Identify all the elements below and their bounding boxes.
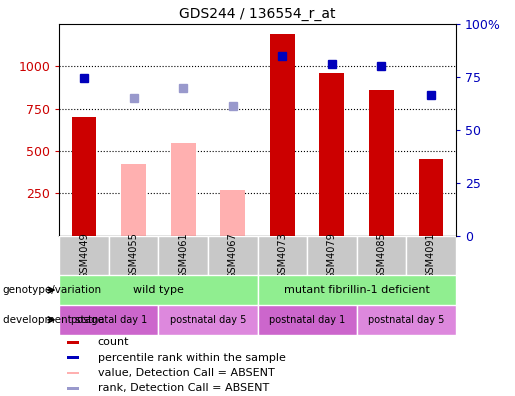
Bar (67, 372, 79, 374)
Bar (159, 236, 208, 275)
Title: GDS244 / 136554_r_at: GDS244 / 136554_r_at (179, 8, 336, 21)
Bar (67, 356, 79, 359)
Text: GSM4067: GSM4067 (228, 232, 238, 279)
Text: GSM4085: GSM4085 (376, 232, 386, 279)
Text: postnatal day 5: postnatal day 5 (368, 315, 444, 325)
Bar (258, 236, 307, 275)
Bar (67, 387, 79, 390)
Text: development stage: development stage (3, 315, 104, 325)
Text: mutant fibrillin-1 deficient: mutant fibrillin-1 deficient (284, 285, 430, 295)
Bar (369, 90, 394, 236)
Bar (171, 143, 196, 236)
Bar (356, 236, 406, 275)
Bar (208, 236, 258, 275)
Bar (158, 305, 258, 335)
Text: GSM4061: GSM4061 (178, 232, 188, 279)
Bar (406, 236, 456, 275)
Text: GSM4073: GSM4073 (277, 232, 287, 279)
Text: value, Detection Call = ABSENT: value, Detection Call = ABSENT (98, 368, 274, 378)
Bar (67, 341, 79, 343)
Text: percentile rank within the sample: percentile rank within the sample (98, 352, 286, 363)
Text: GSM4091: GSM4091 (426, 232, 436, 279)
Text: postnatal day 1: postnatal day 1 (71, 315, 147, 325)
Bar (319, 73, 344, 236)
Bar (59, 275, 258, 305)
Text: GSM4049: GSM4049 (79, 232, 89, 279)
Bar (258, 305, 356, 335)
Text: genotype/variation: genotype/variation (3, 285, 101, 295)
Bar (59, 305, 158, 335)
Bar (109, 236, 159, 275)
Bar (121, 164, 146, 236)
Bar (59, 236, 109, 275)
Text: postnatal day 1: postnatal day 1 (269, 315, 345, 325)
Bar (356, 305, 456, 335)
Text: postnatal day 5: postnatal day 5 (170, 315, 246, 325)
Bar (270, 34, 295, 236)
Bar (307, 236, 356, 275)
Text: GSM4079: GSM4079 (327, 232, 337, 279)
Bar (419, 159, 443, 236)
Bar (72, 117, 96, 236)
Bar (220, 190, 245, 236)
Bar (258, 275, 456, 305)
Text: wild type: wild type (133, 285, 184, 295)
Text: count: count (98, 337, 129, 347)
Text: rank, Detection Call = ABSENT: rank, Detection Call = ABSENT (98, 383, 269, 393)
Text: GSM4055: GSM4055 (129, 232, 139, 279)
